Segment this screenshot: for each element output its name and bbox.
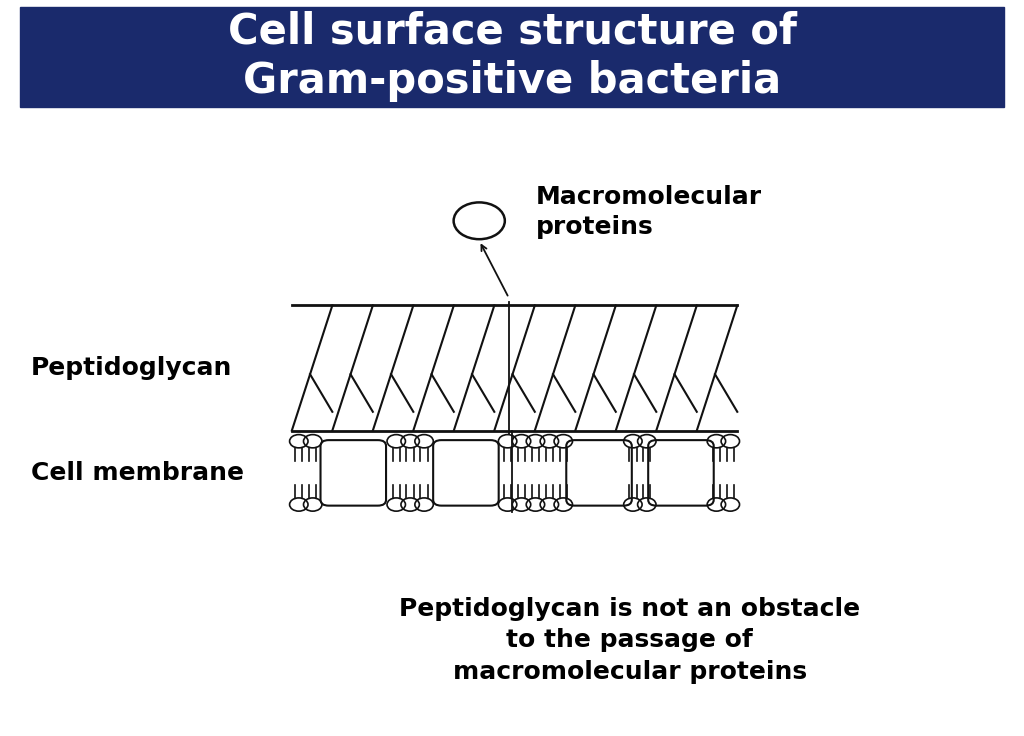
Text: Peptidoglycan: Peptidoglycan: [31, 356, 232, 380]
Text: Peptidoglycan is not an obstacle
to the passage of
macromolecular proteins: Peptidoglycan is not an obstacle to the …: [399, 597, 860, 684]
FancyBboxPatch shape: [20, 7, 1004, 107]
Text: Cell surface structure of: Cell surface structure of: [227, 10, 797, 52]
Text: Macromolecular
proteins: Macromolecular proteins: [536, 185, 762, 238]
Text: Cell membrane: Cell membrane: [31, 461, 244, 485]
Text: Gram-positive bacteria: Gram-positive bacteria: [243, 60, 781, 102]
